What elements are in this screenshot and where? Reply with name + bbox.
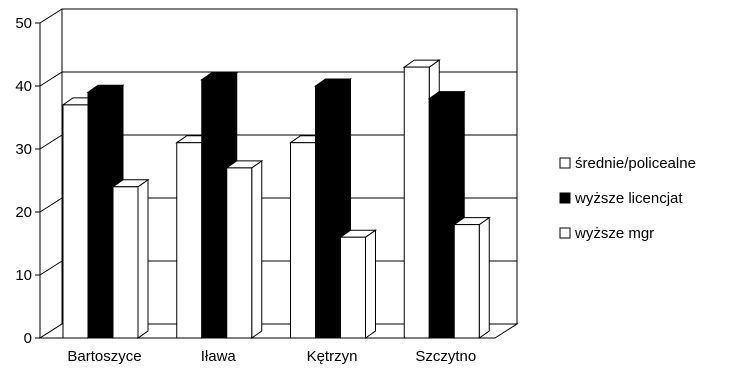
bar — [225, 159, 264, 339]
y-tick-label: 0 — [24, 330, 32, 347]
bar — [111, 178, 150, 339]
legend-label: średnie/policealne — [575, 155, 696, 172]
x-tick-label: Bartoszyce — [67, 348, 141, 365]
y-tick-label: 20 — [15, 204, 32, 221]
bar-side — [137, 178, 149, 339]
bar-front — [453, 224, 480, 339]
bars — [61, 59, 491, 339]
bar-front — [403, 66, 430, 339]
bar-front — [340, 236, 366, 339]
bar-front — [290, 142, 316, 339]
x-tick-label: Iława — [201, 348, 237, 365]
x-tick-label: Szczytno — [415, 348, 476, 365]
bar — [338, 229, 378, 339]
y-axis: 0 10 20 30 40 50 — [15, 15, 41, 347]
y-tick-label: 10 — [15, 267, 32, 284]
bar-side — [251, 159, 263, 339]
gridline-side — [39, 197, 63, 213]
bar-front — [62, 104, 89, 339]
legend-label: wyższe licencjat — [574, 190, 683, 207]
bar-side — [478, 216, 490, 339]
bar-front — [201, 79, 228, 339]
bar-front — [87, 91, 114, 339]
gridline-side — [39, 260, 63, 276]
legend-label: wyższe mgr — [574, 225, 654, 242]
legend-box — [558, 150, 726, 263]
bar-front — [315, 85, 341, 339]
y-tick-label: 50 — [15, 15, 32, 32]
legend-swatch — [559, 227, 571, 239]
legend-swatch — [559, 157, 571, 169]
x-axis: Bartoszyce Iława Kętrzyn Szczytno — [40, 337, 495, 365]
x-tick-label: Kętrzyn — [307, 348, 358, 365]
bar-front — [176, 142, 203, 339]
gridline-side — [39, 134, 63, 150]
bar-front — [226, 167, 253, 339]
y-tick-label: 30 — [15, 141, 32, 158]
gridline-side — [39, 71, 63, 87]
side-wall — [39, 8, 63, 339]
bar-front — [428, 98, 455, 339]
bar-side — [365, 229, 376, 339]
bar — [452, 216, 491, 339]
legend: średnie/policealne wyższe licencjat wyższe… — [558, 150, 726, 263]
bar-front — [112, 186, 139, 339]
legend-swatch — [559, 192, 571, 204]
y-tick-label: 40 — [15, 78, 32, 95]
